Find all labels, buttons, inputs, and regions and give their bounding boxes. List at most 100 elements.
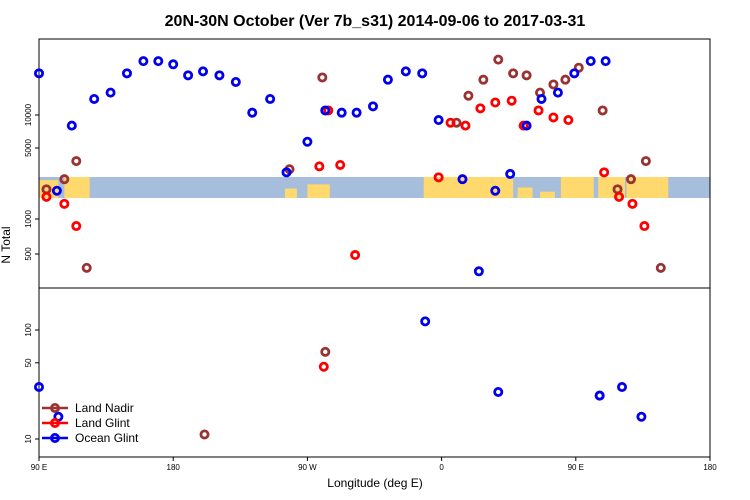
point-land-nadir [71,156,82,167]
point-land-glint [490,97,501,108]
legend-marker-ocean-glint [50,432,61,443]
point-ocean-glint [230,77,241,88]
map-landmass [540,191,555,198]
x-axis-title: Longitude (deg E) [327,476,422,490]
point-land-glint [599,167,610,178]
chart-title: 20N-30N October (Ver 7b_s31) 2014-09-06 … [165,13,586,30]
point-ocean-glint [585,56,596,67]
point-ocean-glint [420,316,431,327]
lower-y-tick-label: 100 [24,323,33,337]
point-ocean-glint [198,66,209,77]
upper-y-tick-label: 5000 [24,139,33,157]
point-ocean-glint [265,93,276,104]
map-landmass [626,177,669,198]
point-land-glint [506,95,517,106]
x-tick-label: 180 [167,463,181,472]
x-tick-label: 90 W [298,463,317,472]
map-landmass [560,177,594,198]
point-ocean-glint [153,56,164,67]
upper-y-tick-label: 10000 [24,103,33,126]
point-ocean-glint [302,136,313,147]
world-map-strip [39,177,710,198]
point-ocean-glint [89,93,100,104]
point-ocean-glint [636,411,647,422]
point-ocean-glint [105,87,116,98]
point-ocean-glint [382,74,393,85]
point-land-nadir [81,262,92,273]
point-ocean-glint [569,68,580,79]
point-land-glint [318,361,329,372]
legend-label-land-glint: Land Glint [75,416,130,430]
point-land-nadir [59,174,70,185]
point-land-nadir [508,68,519,79]
legend-marker-land-nadir [50,402,61,413]
point-ocean-glint [490,185,501,196]
point-ocean-glint [214,70,225,81]
upper-y-tick-label: 500 [24,247,33,261]
map-landmass [64,177,90,198]
lower-y-tick-label: 10 [24,434,33,443]
point-land-nadir [521,70,532,81]
x-tick-label: 90 E [31,463,47,472]
point-ocean-glint [138,56,149,67]
point-ocean-glint [281,167,292,178]
point-land-glint [548,112,559,123]
x-axis: 90 E 180 90 W 0 90 E 180 [31,457,717,472]
point-ocean-glint [34,68,45,79]
point-ocean-glint [400,66,411,77]
point-land-nadir [199,429,210,440]
point-ocean-glint [552,87,563,98]
x-tick-label: 180 [703,463,717,472]
point-land-glint [563,115,574,126]
point-land-glint [71,221,82,232]
legend-label-land-nadir: Land Nadir [75,401,134,415]
point-land-glint [460,120,471,131]
point-ocean-glint [433,115,444,126]
point-ocean-glint [521,120,532,131]
point-ocean-glint [594,390,605,401]
y-axis-title: N Total [0,226,13,263]
point-land-nadir [317,72,328,83]
point-land-glint [533,105,544,116]
point-land-glint [627,198,638,209]
point-land-nadir [625,174,636,185]
point-land-nadir [548,79,559,90]
point-ocean-glint [417,68,428,79]
point-land-nadir [493,54,504,65]
point-ocean-glint [617,381,628,392]
point-land-glint [433,172,444,183]
x-tick-label: 0 [439,463,444,472]
point-ocean-glint [600,56,611,67]
legend-marker-land-glint [50,417,61,428]
point-ocean-glint [536,93,547,104]
point-land-glint [59,198,70,209]
point-land-nadir [320,346,331,357]
point-land-nadir [597,105,608,116]
lower-panel-frame [38,287,711,458]
point-land-nadir [478,74,489,85]
point-ocean-glint [168,59,179,70]
point-ocean-glint [473,266,484,277]
point-land-glint [614,191,625,202]
point-ocean-glint [351,107,362,118]
upper-y-tick-label: 1000 [24,210,33,228]
map-landmass [285,188,297,198]
point-land-glint [445,117,456,128]
point-land-nadir [463,90,474,101]
point-ocean-glint [493,386,504,397]
map-landmass [517,187,533,198]
point-land-glint [314,161,325,172]
point-land-glint [639,221,650,232]
point-ocean-glint [320,105,331,116]
point-ocean-glint [34,381,45,392]
point-land-nadir [655,262,666,273]
point-land-glint [475,103,486,114]
point-land-nadir [640,156,651,167]
lower-y-tick-label: 50 [24,358,33,367]
point-ocean-glint [368,101,379,112]
point-ocean-glint [66,120,77,131]
x-tick-label: 90 E [568,463,584,472]
point-ocean-glint [247,107,258,118]
